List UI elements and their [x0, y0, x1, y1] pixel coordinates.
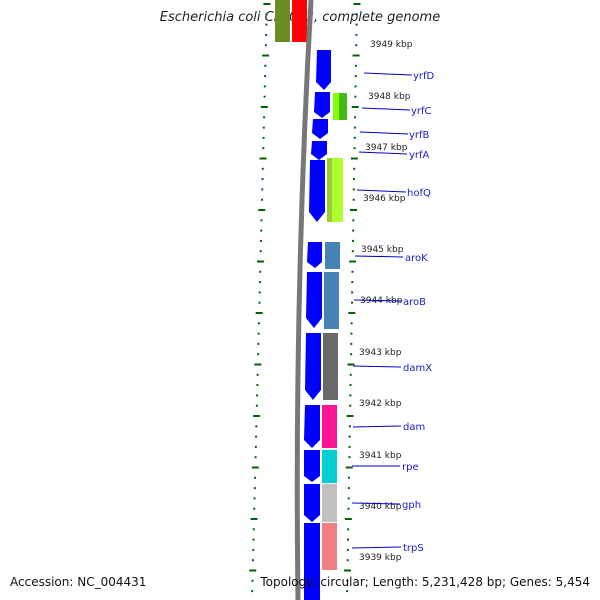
leader-yrfB — [359, 131, 409, 135]
gene-block-trpS — [322, 523, 337, 570]
gene-label-damX: damX — [403, 363, 432, 374]
gene-block-rpe — [322, 450, 337, 483]
arrow-gph-blue — [304, 484, 320, 522]
gene-block-dam — [322, 405, 337, 448]
kbp-label-3939: 3939 kbp — [359, 553, 402, 563]
kbp-label-3940: 3940 kbp — [359, 502, 402, 512]
gene-label-hofQ: hofQ — [407, 188, 431, 199]
kbp-label-3946: 3946 kbp — [363, 194, 406, 204]
kbp-label-3948: 3948 kbp — [368, 92, 411, 102]
forward-strand-arrows — [304, 50, 331, 600]
accession-text: Accession: NC_004431 — [10, 575, 147, 589]
gene-label-yrfD: yrfD — [413, 71, 435, 82]
kbp-label-3949: 3949 kbp — [370, 40, 413, 50]
feature-block-red — [292, 0, 307, 42]
leader-aroK — [354, 255, 404, 258]
arrow-dam-blue — [304, 405, 320, 448]
gene-block-yrfC-shade — [339, 93, 347, 120]
arrow-trpS-blue — [304, 523, 320, 600]
gene-label-gph: gph — [402, 500, 421, 511]
gene-label-yrfB: yrfB — [409, 130, 430, 141]
arrow-rpe-blue — [304, 450, 320, 482]
gene-label-yrfA: yrfA — [409, 150, 430, 161]
leader-aroB — [353, 299, 403, 302]
genome-backbone — [294, 0, 314, 600]
gene-block-hofQ-shade — [327, 158, 332, 222]
gene-labels: yrfD yrfC yrfB yrfA hofQ aroK aroB damX … — [402, 71, 435, 554]
leader-gph — [351, 502, 401, 505]
leader-damX — [352, 365, 402, 368]
gene-label-dam: dam — [403, 422, 425, 433]
kbp-label-3947: 3947 kbp — [365, 143, 408, 153]
arrow-aroB-blue — [306, 272, 322, 328]
leader-yrfD — [363, 72, 413, 76]
gene-block-damX — [323, 333, 338, 400]
gene-label-rpe: rpe — [402, 462, 419, 473]
arrow-yrfC-blue — [314, 92, 330, 118]
feature-block-olive — [275, 0, 290, 42]
gene-block-aroB — [324, 272, 339, 329]
arrow-aroK-blue — [307, 242, 322, 268]
arrow-yrfB-blue — [312, 119, 328, 139]
gene-label-yrfC: yrfC — [411, 106, 432, 117]
gene-label-aroB: aroB — [403, 297, 426, 308]
leader-dam — [352, 425, 402, 428]
arrow-damX-blue — [305, 333, 321, 400]
leader-hofQ — [356, 189, 407, 193]
gene-block-aroK — [325, 242, 340, 269]
arrow-hofQ-blue — [309, 160, 325, 222]
gene-block-gph — [322, 484, 337, 522]
ring-tick-marks — [249, 3, 361, 593]
kbp-label-3943: 3943 kbp — [359, 348, 402, 358]
kbp-label-3942: 3942 kbp — [359, 399, 402, 409]
gene-leader-lines — [351, 72, 413, 549]
arrow-yrfD-blue — [316, 50, 331, 90]
gene-label-aroK: aroK — [405, 253, 428, 264]
gene-label-trpS: trpS — [403, 543, 424, 554]
arrow-yrfA-blue — [311, 141, 327, 160]
topology-text: Topology: circular; Length: 5,231,428 bp… — [260, 575, 590, 589]
leader-yrfC — [361, 107, 411, 111]
kbp-label-3945: 3945 kbp — [361, 245, 404, 255]
leader-trpS — [351, 546, 402, 549]
cog-gene-blocks — [322, 93, 347, 570]
kbp-label-3941: 3941 kbp — [359, 451, 402, 461]
leader-yrfA — [358, 151, 408, 155]
top-feature-blocks — [275, 0, 307, 42]
